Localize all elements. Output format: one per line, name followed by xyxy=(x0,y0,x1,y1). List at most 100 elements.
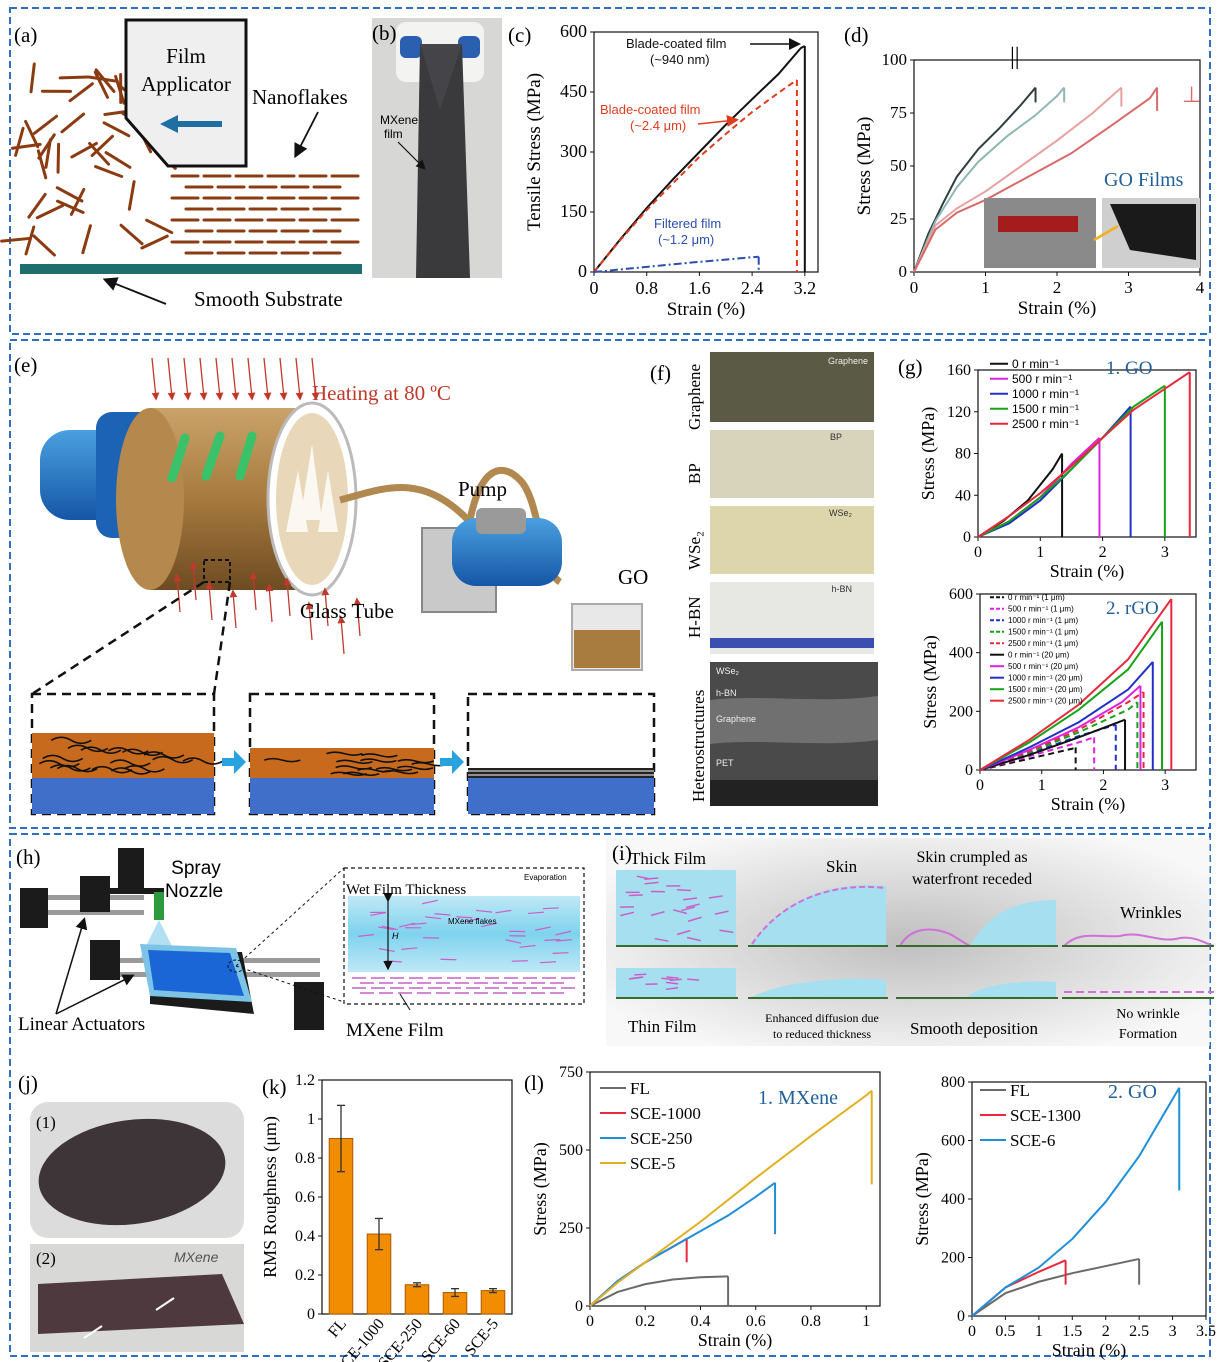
panel-g-label: (g) xyxy=(898,355,923,379)
x-tick-label: 0.5 xyxy=(995,1323,1015,1340)
chart-c-series-2-label: Filtered film (~1.2 μm) xyxy=(654,216,721,247)
flake-curve xyxy=(49,764,91,772)
x-tick-label: 1.5 xyxy=(1062,1323,1082,1340)
nanoflake xyxy=(94,68,116,93)
y-tick-label: 100 xyxy=(882,50,908,69)
zoom-line-top xyxy=(235,867,345,967)
panel-f-label: (f) xyxy=(650,361,671,385)
y-tick-label: 80 xyxy=(955,446,971,463)
chart-k-plot: 0 0.2 0.4 0.6 0.8 1 1.2 RMS Roughness (μm) FL SCE… xyxy=(260,1072,513,1362)
nanoflake xyxy=(29,62,36,94)
flake-curve xyxy=(361,753,398,758)
flake-curve xyxy=(110,767,152,775)
film-applicator xyxy=(124,18,248,168)
chart-title: 1. GO xyxy=(1106,358,1152,379)
mxene-film-highlight xyxy=(420,44,462,110)
flake-curve xyxy=(67,744,109,753)
legend-label: 0 r min⁻¹ (1 μm) xyxy=(1008,593,1065,602)
flake xyxy=(644,881,659,885)
nanoflake xyxy=(56,199,85,214)
chart-c: (c) 0 150 300 450 600 Tensile Stress (MPa) 0 0.… xyxy=(508,21,819,320)
mxene-flake xyxy=(495,909,512,914)
actuator-arrow-1 xyxy=(55,917,88,1015)
go-films-title: GO Films xyxy=(1104,169,1184,191)
bp-photo xyxy=(710,430,874,498)
heat-arrow xyxy=(229,589,238,629)
x-tick-label: 0 xyxy=(586,1313,594,1330)
x-tick-label: 0.8 xyxy=(801,1313,821,1330)
x-tick-label: 3 xyxy=(1161,544,1169,561)
mxene-flake xyxy=(456,916,473,919)
row-label-hbn: H-BN xyxy=(685,596,704,638)
nanoflake xyxy=(140,234,169,250)
flake xyxy=(654,937,669,942)
nanoflake xyxy=(56,142,61,174)
x-tick-label: 0 xyxy=(974,544,982,561)
nanoflake xyxy=(94,165,124,178)
x-tick-label: 3 xyxy=(1161,777,1169,794)
y-tick-label: 0.4 xyxy=(295,1228,315,1245)
y-axis-label: Stress (MPa) xyxy=(912,1152,933,1246)
flake xyxy=(685,903,700,909)
heat-arrow xyxy=(189,561,198,601)
sem-layers xyxy=(710,696,878,744)
heat-arrow xyxy=(283,577,292,617)
flake-curve xyxy=(42,754,84,763)
nanoflake xyxy=(90,134,114,158)
x-tick-label: 0 xyxy=(976,777,984,794)
flake xyxy=(634,973,647,976)
panel-c-label: (c) xyxy=(508,23,531,47)
series-d-1 xyxy=(913,86,1065,273)
rotation-arrows xyxy=(167,431,257,483)
y-tick-label: 600 xyxy=(949,586,973,603)
heat-arrows-bottom xyxy=(173,561,362,655)
heat-arrow xyxy=(353,597,362,637)
category-label: FL xyxy=(325,1316,350,1341)
linear-actuators-label: Linear Actuators xyxy=(18,1014,145,1035)
legend-label: SCE-6 xyxy=(1010,1131,1055,1150)
dry-mxene-film xyxy=(352,977,575,994)
flake-curve xyxy=(182,757,224,765)
nanoflake xyxy=(37,133,56,160)
panel-h-label: (h) xyxy=(16,845,41,869)
series-g2-0 xyxy=(979,746,1077,771)
flake-curve xyxy=(326,751,363,756)
y-tick-label: 200 xyxy=(949,703,973,720)
inset-arrow xyxy=(1093,224,1119,242)
chart-c-annotation-arrow-1 xyxy=(697,114,739,127)
y-tick-label: 0.2 xyxy=(295,1267,315,1284)
photo-tag-hbn: h-BN xyxy=(831,584,852,594)
nanoflake xyxy=(68,82,94,103)
heat-arrow xyxy=(173,573,182,613)
zoom-line-right xyxy=(212,581,232,695)
skin-label: Skin xyxy=(826,857,858,876)
mxene-film-arrow xyxy=(397,141,426,170)
tube-film-layers xyxy=(286,444,338,532)
x-axis-label: Strain (%) xyxy=(1018,298,1097,319)
nanoflake xyxy=(93,70,110,99)
heat-arrow xyxy=(183,357,192,401)
nozzle-arm xyxy=(108,888,164,894)
flake xyxy=(665,986,679,991)
panel-i: (i) Thick Film Skin Skin crumpled as wate… xyxy=(606,838,1215,1046)
parallel-symbol: || xyxy=(1010,44,1020,70)
glass-tube-back xyxy=(116,408,184,590)
go-solution xyxy=(574,630,640,668)
series-l2-0 xyxy=(971,1257,1140,1317)
heat-arrow xyxy=(215,357,224,401)
y-axis-label: Stress (MPa) xyxy=(920,635,941,729)
legend-label: 2500 r min⁻¹ (20 μm) xyxy=(1008,697,1083,706)
flake xyxy=(620,911,635,917)
series-g2-8 xyxy=(979,621,1163,771)
wet-film-thickness-label: Wet Film Thickness xyxy=(346,882,466,898)
x-tick-label: 3 xyxy=(1169,1323,1177,1340)
x-tick-label: 2.5 xyxy=(1129,1323,1149,1340)
crumple-wet xyxy=(970,900,1056,946)
mxene-flake xyxy=(421,899,438,905)
chart-g1: (g) 0 40 80 120 160 Stress (MPa) 0 1 2 3 Strain (%… xyxy=(898,355,1197,582)
y-tick-label: 160 xyxy=(947,362,971,379)
flake xyxy=(636,875,651,880)
flake-curve xyxy=(107,747,149,755)
heat-arrow xyxy=(265,583,274,623)
flake xyxy=(714,910,729,915)
